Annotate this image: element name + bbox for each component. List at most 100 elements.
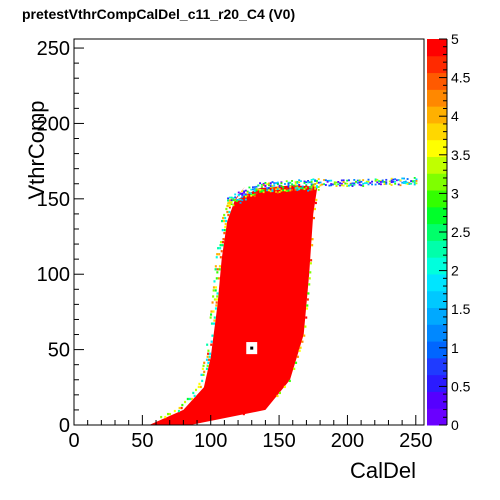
fringe-cell: [273, 188, 276, 190]
fringe-cell: [299, 187, 302, 190]
fringe-cell: [314, 201, 317, 205]
fringe-cell: [347, 184, 350, 187]
fringe-cell: [353, 182, 356, 185]
fringe-cell: [406, 181, 409, 184]
fringe-cell: [237, 191, 240, 194]
color-scale-segment: [427, 307, 447, 325]
fringe-cell: [307, 292, 310, 295]
fringe-cell: [301, 340, 304, 343]
fringe-cell: [223, 228, 226, 232]
fringe-cell: [312, 216, 316, 220]
fringe-cell: [213, 316, 216, 319]
fringe-cell: [413, 177, 416, 179]
fringe-cell: [298, 349, 301, 352]
fringe-cell: [308, 186, 311, 189]
fringe-cell: [287, 183, 290, 185]
fringe-cell: [241, 190, 244, 193]
fringe-cell: [252, 186, 254, 189]
fringe-cell: [298, 179, 301, 182]
fringe-cell: [312, 183, 315, 186]
fringe-cell: [291, 183, 294, 186]
fringe-cell: [374, 183, 377, 186]
fringe-cell: [213, 298, 216, 301]
fringe-cell: [314, 185, 317, 188]
fringe-cell: [311, 238, 314, 241]
fringe-cell: [309, 262, 312, 265]
fringe-cell: [291, 188, 294, 191]
fringe-cell: [184, 400, 187, 404]
color-scale-label: 5: [451, 31, 459, 47]
fringe-cell: [213, 319, 216, 322]
fringe-cell: [410, 180, 413, 182]
fringe-cell: [346, 179, 349, 182]
fringe-cell: [308, 283, 311, 286]
fringe-cell: [241, 194, 244, 196]
fringe-cell: [362, 185, 365, 187]
fringe-cell: [335, 181, 338, 184]
fringe-cell: [244, 193, 247, 196]
fringe-cell: [227, 199, 230, 202]
fringe-cell: [214, 265, 217, 268]
fringe-cell: [413, 181, 416, 184]
fringe-cell: [411, 180, 414, 183]
fringe-cell: [252, 194, 254, 196]
fringe-cell: [255, 189, 258, 192]
fringe-cell: [310, 181, 313, 183]
fringe-cell: [353, 183, 356, 186]
fringe-cell: [298, 188, 301, 191]
fringe-cell: [315, 180, 318, 182]
fringe-cell: [339, 184, 342, 187]
x-tick-label: 0: [68, 430, 79, 452]
fringe-cell: [269, 184, 272, 187]
fringe-cell: [228, 204, 231, 208]
fringe-cell: [394, 180, 397, 183]
fringe-cell: [200, 373, 203, 376]
fringe-cell: [315, 186, 318, 189]
fringe-cell: [239, 193, 242, 195]
color-scale-segment: [427, 374, 447, 392]
fringe-cell: [282, 186, 285, 189]
fringe-cell: [241, 196, 244, 199]
fringe-cell: [328, 179, 331, 182]
fringe-cell: [219, 247, 222, 250]
fringe-cell: [227, 201, 230, 205]
fringe-cell: [266, 183, 269, 186]
fringe-cell: [392, 180, 395, 183]
x-axis-title: CalDel: [350, 458, 416, 483]
y-tick-label: 150: [37, 189, 70, 211]
fringe-cell: [278, 191, 281, 193]
color-scale-label: 4.5: [451, 70, 471, 86]
fringe-cell: [306, 298, 309, 301]
fringe-cell: [323, 179, 326, 181]
fringe-cell: [385, 181, 388, 184]
fringe-cell: [312, 178, 315, 181]
fringe-cell: [213, 280, 216, 283]
fringe-cell: [299, 180, 302, 183]
fringe-cell: [214, 286, 218, 289]
color-scale-segment: [427, 55, 447, 74]
fringe-cell: [215, 298, 218, 301]
fringe-cell: [385, 178, 388, 181]
fringe-cell: [276, 394, 279, 398]
fringe-cell: [294, 181, 297, 184]
fringe-cell: [268, 184, 270, 187]
fringe-cell: [296, 181, 299, 183]
fringe-cell: [229, 201, 232, 205]
fringe-cell: [237, 194, 240, 197]
fringe-cell: [266, 189, 269, 192]
fringe-cell: [298, 181, 301, 184]
fringe-cell: [216, 292, 219, 295]
fringe-cell: [287, 181, 290, 184]
fringe-cell: [212, 322, 216, 325]
fringe-cell: [301, 185, 304, 188]
fringe-cell: [308, 277, 311, 280]
color-scale-label: 0.5: [451, 378, 471, 394]
fringe-cell: [181, 403, 184, 407]
fringe-cell: [186, 397, 189, 401]
fringe-cell: [259, 190, 262, 193]
fringe-cell: [379, 180, 382, 182]
fringe-cell: [399, 179, 402, 182]
fringe-cell: [287, 184, 290, 187]
fringe-cell: [305, 316, 308, 319]
fringe-cell: [308, 188, 311, 191]
